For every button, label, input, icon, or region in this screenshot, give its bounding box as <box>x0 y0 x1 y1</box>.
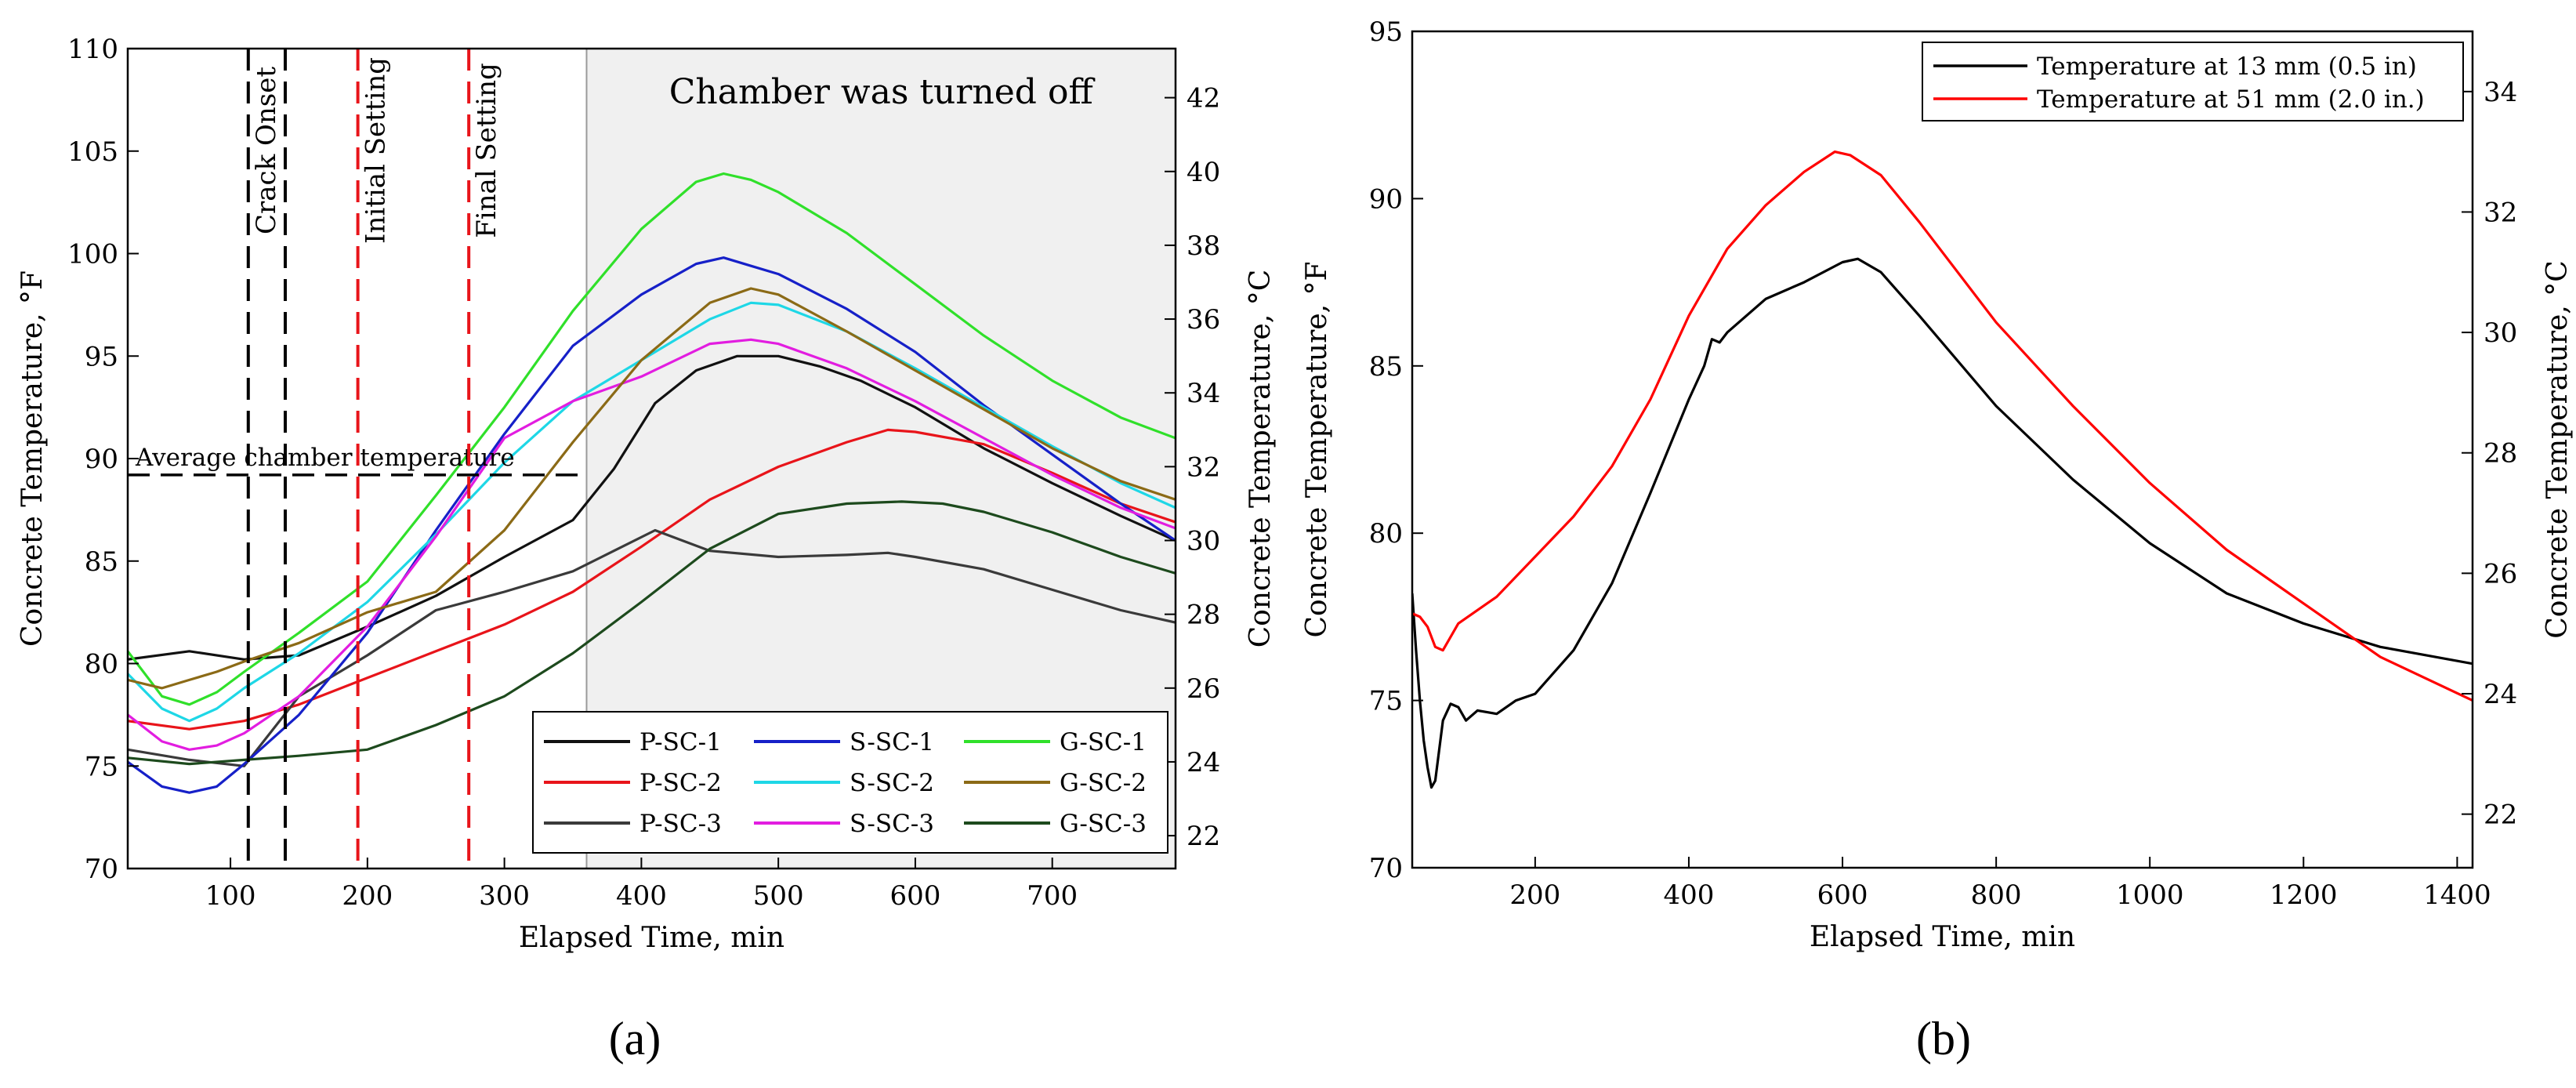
y-right-tick-label: 42 <box>1187 83 1220 114</box>
y-right-tick-label: 34 <box>2484 77 2517 108</box>
x-tick-label: 400 <box>616 880 667 912</box>
y-right-tick-label: 38 <box>1187 230 1220 262</box>
legend-label-s-sc-2: S-SC-2 <box>850 769 934 797</box>
plot-frame <box>1411 30 2474 869</box>
legend-label-g-sc-1: G-SC-1 <box>1060 728 1147 756</box>
vertical-marker-label-crack-onset: Crack Onset <box>251 67 282 234</box>
y-right-tick-label: 40 <box>1187 157 1220 188</box>
y-tick-label: 80 <box>1369 518 1403 549</box>
y-right-tick-label: 30 <box>1187 526 1220 557</box>
y-right-tick-label: 26 <box>1187 673 1220 705</box>
legend-label-g-sc-3: G-SC-3 <box>1060 810 1147 838</box>
y-tick-label: 90 <box>1369 183 1403 215</box>
y-tick-label: 110 <box>67 34 118 65</box>
x-tick-label: 800 <box>1971 879 2022 911</box>
y-right-tick-label: 24 <box>1187 747 1220 778</box>
x-tick-label: 400 <box>1664 879 1715 911</box>
x-axis-title: Elapsed Time, min <box>1810 921 2075 953</box>
series-line-s-sc-2 <box>128 301 1176 723</box>
y-right-tick-label: 28 <box>1187 600 1220 631</box>
series-line-g-sc-1 <box>128 172 1176 706</box>
y-right-tick-label: 32 <box>2484 197 2517 228</box>
x-tick-label: 600 <box>1817 879 1868 911</box>
y-right-tick-label: 34 <box>1187 378 1220 409</box>
y-tick-label: 80 <box>85 649 118 680</box>
y-right-tick-label: 22 <box>1187 821 1220 852</box>
x-tick-label: 100 <box>205 880 256 912</box>
x-tick-label: 200 <box>1509 879 1560 911</box>
y-tick-label: 70 <box>85 854 118 885</box>
series-line-g-sc-3 <box>128 500 1176 766</box>
y-right-tick-label: 28 <box>2484 438 2517 470</box>
x-tick-label: 1200 <box>2270 879 2338 911</box>
y-axis-title: Concrete Temperature, °F <box>1301 261 1333 637</box>
y-right-axis-title: Concrete Temperature, °C <box>1245 270 1277 648</box>
legend-box <box>1922 42 2464 121</box>
y-right-tick-label: 32 <box>1187 452 1220 483</box>
y-tick-label: 70 <box>1369 853 1403 884</box>
y-tick-label: 105 <box>67 136 118 168</box>
chart-a-temperature-by-specimen: Chamber was turned off Average chamber te… <box>16 34 1277 954</box>
vertical-marker-label-final-setting: Final Setting <box>471 63 502 238</box>
legend-label-temperature-at-51-mm-2-0-in: Temperature at 51 mm (2.0 in.) <box>2037 85 2425 114</box>
x-tick-label: 1400 <box>2423 879 2491 911</box>
x-axis-title: Elapsed Time, min <box>519 922 784 954</box>
y-right-tick-label: 36 <box>1187 304 1220 335</box>
y-right-tick-label: 30 <box>2484 317 2517 349</box>
legend-label-p-sc-2: P-SC-2 <box>639 769 722 797</box>
y-tick-label: 100 <box>67 239 118 270</box>
legend-label-s-sc-1: S-SC-1 <box>850 728 934 756</box>
x-tick-label: 700 <box>1027 880 1078 912</box>
series-line-s-sc-3 <box>128 338 1176 751</box>
y-right-tick-label: 26 <box>2484 558 2517 589</box>
legend-label-g-sc-2: G-SC-2 <box>1060 769 1147 797</box>
series-line-s-sc-1 <box>128 256 1176 794</box>
x-tick-label: 300 <box>479 880 530 912</box>
y-tick-label: 75 <box>85 751 118 782</box>
legend-label-temperature-at-13-mm-0-5-in: Temperature at 13 mm (0.5 in) <box>2037 53 2417 81</box>
y-tick-label: 95 <box>85 341 118 372</box>
legend-label-s-sc-3: S-SC-3 <box>850 810 934 838</box>
y-tick-label: 90 <box>85 444 118 475</box>
x-tick-label: 1000 <box>2116 879 2184 911</box>
chart-b-temperature-at-depth: 200 400 600 800 1000 1200 1400 70 75 80 85 90 95 22 24… <box>1301 16 2574 953</box>
y-tick-label: 95 <box>1369 16 1403 48</box>
x-tick-label: 600 <box>889 880 940 912</box>
series-line-g-sc-2 <box>128 287 1176 690</box>
horizontal-marker-label: Average chamber temperature <box>135 444 515 472</box>
panel-label-b: (b) <box>1916 1013 1971 1064</box>
y-tick-label: 85 <box>1369 351 1403 383</box>
y-tick-label: 75 <box>1369 686 1403 717</box>
shaded-region-label: Chamber was turned off <box>669 72 1096 112</box>
y-right-tick-label: 22 <box>2484 800 2517 831</box>
series-line-p-sc-3 <box>128 528 1176 767</box>
y-axis-title: Concrete Temperature, °F <box>16 270 49 647</box>
legend-box <box>532 711 1168 854</box>
vertical-marker-label-initial-setting: Initial Setting <box>360 57 392 244</box>
series-line-temperature-at-51-mm-2-0-in <box>1412 151 2473 702</box>
legend-label-p-sc-3: P-SC-3 <box>639 810 722 838</box>
series-line-temperature-at-13-mm-0-5-in <box>1412 257 2473 789</box>
y-right-axis-title: Concrete Temperature, °C <box>2542 260 2574 639</box>
legend-label-p-sc-1: P-SC-1 <box>639 728 722 756</box>
panel-label-a: (a) <box>609 1013 661 1064</box>
x-tick-label: 200 <box>342 880 393 912</box>
y-right-tick-label: 24 <box>2484 679 2517 710</box>
x-tick-label: 500 <box>753 880 804 912</box>
y-tick-label: 85 <box>85 546 118 578</box>
